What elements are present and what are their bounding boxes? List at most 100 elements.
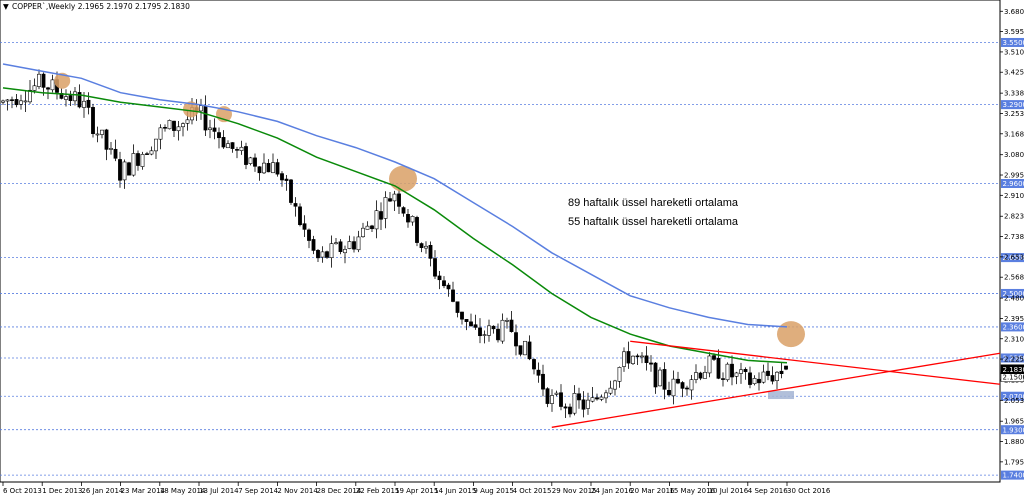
- candle-body: [163, 127, 167, 129]
- candle-body: [122, 161, 127, 181]
- level-label-bg: [1001, 288, 1024, 298]
- y-tick-label: 3.3380: [1004, 90, 1024, 98]
- level-label: 2.0700: [1003, 393, 1024, 401]
- candle-body: [361, 227, 365, 238]
- y-tick-label: 3.4255: [1004, 69, 1024, 77]
- candle-body: [118, 159, 122, 181]
- candle-body: [496, 328, 500, 341]
- highlight-circle: [777, 321, 805, 348]
- candle-body: [415, 217, 419, 243]
- candle-body: [316, 250, 320, 259]
- candle-body: [559, 392, 563, 407]
- candle-body: [784, 365, 788, 370]
- candle-body: [680, 382, 685, 389]
- candle-body: [289, 179, 293, 203]
- candle-body: [257, 166, 262, 174]
- candle-body: [392, 193, 397, 202]
- y-tick-label: 2.7380: [1004, 233, 1024, 241]
- candle-body: [266, 163, 271, 173]
- candle-body: [716, 357, 721, 379]
- candle-body: [347, 241, 352, 249]
- candle-body: [77, 92, 82, 108]
- candle-body: [1, 100, 5, 103]
- y-tick-label: 3.5105: [1004, 48, 1024, 56]
- candle-body: [469, 321, 473, 327]
- candle-body: [14, 99, 19, 106]
- x-tick-label: 19 Apr 2015: [395, 487, 438, 495]
- candle-body: [10, 99, 14, 101]
- trendlines: [551, 340, 1001, 428]
- x-tick-label: 7 Sep 2014: [238, 487, 278, 495]
- candle-body: [514, 332, 518, 347]
- candle-body: [221, 137, 226, 148]
- y-tick-label: 2.3955: [1004, 315, 1024, 323]
- plot-area[interactable]: [0, 0, 1001, 483]
- candle-body: [532, 359, 536, 370]
- candle-body: [455, 301, 460, 313]
- candle-body: [730, 363, 734, 378]
- candle-body: [671, 378, 676, 397]
- candle-body: [770, 375, 775, 382]
- candle-body: [172, 120, 176, 131]
- candle-body: [401, 207, 406, 214]
- x-tick-label: 9 Aug 2015: [473, 487, 513, 495]
- candle-body: [739, 369, 743, 374]
- candle-body: [5, 99, 10, 102]
- candle-body: [406, 214, 410, 223]
- level-label: 2.5000: [1003, 290, 1024, 298]
- candle-body: [703, 371, 707, 379]
- candle-body: [613, 380, 617, 390]
- chart-header: ▼ COPPER`,Weekly 2.1965 2.1970 2.1795 2.…: [3, 2, 190, 11]
- candle-body: [658, 369, 662, 387]
- level-label: 2.2300: [1003, 355, 1024, 363]
- candle-body: [149, 150, 154, 155]
- candle-body: [19, 100, 23, 105]
- candle-body: [181, 123, 185, 128]
- level-label-bg: [1001, 470, 1024, 480]
- candle-body: [640, 355, 644, 358]
- candle-body: [766, 370, 770, 376]
- symbol-dropdown-icon[interactable]: ▼: [3, 2, 9, 11]
- candle-body: [689, 379, 694, 391]
- level-label-bg: [1001, 353, 1024, 363]
- candle-body: [140, 154, 145, 167]
- candle-body: [721, 378, 725, 380]
- ema89-line: [2, 87, 788, 364]
- x-tick-label: 4 Sep 2016: [748, 487, 788, 495]
- y-tick-label: 3.6805: [1004, 8, 1024, 16]
- candle-body: [410, 216, 415, 223]
- candle-body: [23, 100, 28, 103]
- candle-body: [631, 355, 635, 365]
- upper-resistance-trendline[interactable]: [630, 340, 1001, 385]
- lower-support-trendline[interactable]: [551, 352, 1001, 428]
- candle-body: [95, 133, 100, 136]
- candle-body: [442, 280, 446, 287]
- candle-body: [32, 85, 37, 91]
- moving-averages: [2, 63, 788, 364]
- level-label: 2.3600: [1003, 324, 1024, 332]
- candle-body: [473, 324, 478, 328]
- y-tick-label: 3.5955: [1004, 28, 1024, 36]
- candle-body: [446, 284, 451, 290]
- level-label-bg: [1001, 425, 1024, 435]
- candle-body: [284, 178, 289, 181]
- candle-body: [775, 371, 779, 381]
- candle-body: [487, 325, 491, 336]
- candle-body: [617, 367, 622, 382]
- candle-body: [374, 210, 379, 230]
- candle-body: [604, 392, 608, 399]
- candle-body: [527, 341, 532, 360]
- y-tick-label: 2.9955: [1004, 172, 1024, 180]
- candle-body: [743, 369, 748, 372]
- candle-body: [725, 363, 730, 381]
- x-tick-label: 14 Jun 2015: [434, 487, 476, 495]
- candle-body: [176, 126, 181, 132]
- x-tick-label: 23 Mar 2014: [121, 487, 166, 495]
- y-tick-label: 2.2255: [1004, 356, 1024, 364]
- candle-body: [329, 243, 334, 258]
- x-tick-label: 2 Nov 2014: [277, 487, 318, 495]
- candle-body: [635, 355, 640, 358]
- y-tick-label: 2.9105: [1004, 192, 1024, 200]
- candle-body: [451, 289, 455, 302]
